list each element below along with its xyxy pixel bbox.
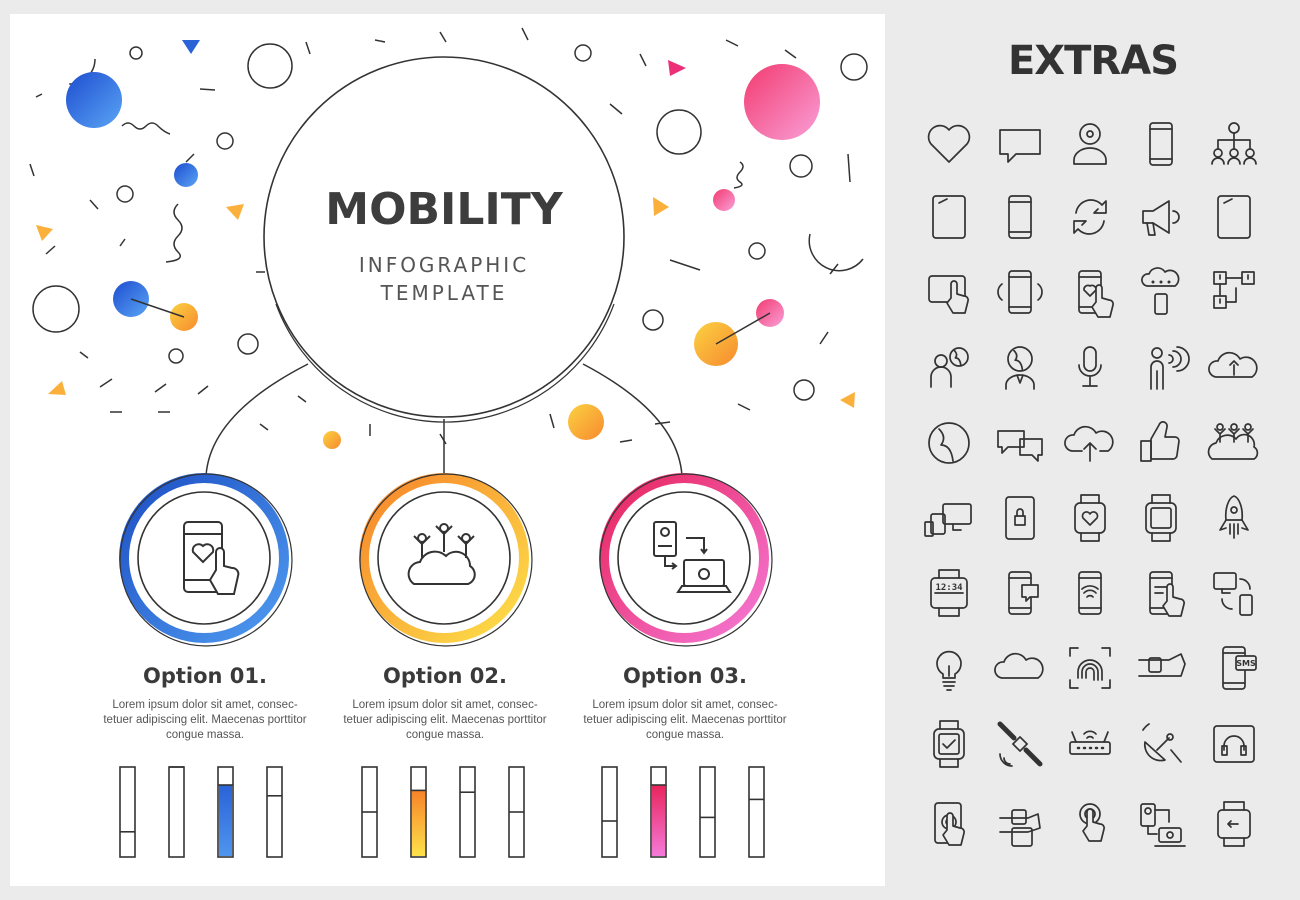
lightbulb-icon — [936, 650, 962, 691]
option-2-text: Option 02. Lorem ipsum dolor sit amet, c… — [330, 664, 560, 743]
bar-frame — [119, 766, 136, 858]
megaphone-icon — [1142, 200, 1180, 236]
phone-touch-icon — [1149, 571, 1185, 617]
connector-lines — [205, 363, 683, 477]
satellite-icon — [997, 721, 1043, 767]
infographic-canvas: MOBILITY INFOGRAPHIC TEMPLATE — [29, 27, 868, 858]
smartphone-icon — [1149, 122, 1173, 166]
smartphone-icon — [1008, 195, 1032, 239]
touch-icon — [1079, 803, 1105, 842]
main-title-circle: MOBILITY INFOGRAPHIC TEMPLATE — [263, 56, 625, 423]
rocket-icon — [1219, 495, 1249, 539]
smartwatch-back-icon — [1217, 801, 1251, 847]
icon-label: 12:34 — [935, 583, 963, 593]
phone-wifi-icon — [1078, 571, 1102, 615]
bar-fill — [219, 785, 232, 856]
chat-bubbles-icon — [997, 430, 1043, 462]
person-speaking-icon — [1150, 346, 1190, 390]
decorative-balls — [36, 40, 855, 449]
icon-label: SMS — [1236, 659, 1256, 668]
globe-head-icon — [1005, 346, 1035, 390]
tablet-lock-icon — [1005, 496, 1035, 540]
org-chart-icon — [1211, 122, 1257, 165]
option-rings — [119, 473, 773, 647]
main-subtitle-line1: INFOGRAPHIC — [359, 253, 529, 277]
person-globe-icon — [930, 347, 969, 388]
device-sync-icon — [1213, 572, 1253, 616]
bar-charts — [119, 766, 765, 858]
thumbs-up-icon — [1140, 421, 1180, 462]
bar-frame — [459, 766, 476, 858]
phone-sms-icon: SMS — [1222, 646, 1257, 690]
network-alert-icon — [1213, 271, 1255, 309]
option-2-description: Lorem ipsum dolor sit amet, consec-tetue… — [343, 699, 547, 741]
option-3-text: Option 03. Lorem ipsum dolor sit amet, c… — [570, 664, 800, 743]
webcam-user-icon — [1073, 123, 1107, 165]
bar-frame — [266, 766, 283, 858]
option-3-bars — [601, 766, 765, 858]
smartwatch-icon — [1145, 494, 1177, 542]
cloud-upload-icon — [1208, 351, 1258, 378]
option-1-bars — [119, 766, 283, 858]
tablet-headphones-icon — [1213, 725, 1255, 763]
people-on-cloud-icon — [407, 523, 476, 585]
sync-icon — [1073, 199, 1107, 235]
device-transfer-icon — [653, 521, 732, 593]
microphone-icon — [1078, 346, 1102, 387]
decorative-confetti — [29, 27, 868, 445]
device-transfer-icon — [1140, 803, 1186, 847]
option-2-title: Option 02. — [382, 664, 507, 688]
bar-frame — [168, 766, 185, 858]
tablet-finger-icon — [934, 802, 965, 846]
main-subtitle-line2: TEMPLATE — [380, 281, 508, 305]
multi-device-icon — [924, 503, 972, 537]
option-1-text: Option 01. Lorem ipsum dolor sit amet, c… — [90, 664, 320, 743]
option-3-title: Option 03. — [622, 664, 747, 688]
bar-fill — [652, 785, 665, 856]
bar-frame — [699, 766, 716, 858]
bar-fill — [412, 790, 425, 856]
router-icon — [1069, 730, 1111, 755]
satellite-dish-icon — [1142, 723, 1182, 763]
phone-vibrate-icon — [997, 270, 1043, 314]
option-1-ring — [119, 473, 293, 647]
tablet-icon — [1217, 195, 1251, 239]
globe-icon — [928, 422, 970, 464]
extras-title: EXTRAS — [1007, 38, 1179, 84]
main-title: MOBILITY — [325, 184, 564, 235]
option-1-description: Lorem ipsum dolor sit amet, consec-tetue… — [103, 699, 307, 741]
extras-icon-grid: 12:34 SMS — [924, 122, 1259, 847]
infographic-board: MOBILITY INFOGRAPHIC TEMPLATE — [10, 14, 885, 886]
smartwatch-weather-icon: 12:34 — [930, 569, 968, 617]
heart-icon — [927, 124, 971, 163]
cloud-icon — [994, 652, 1044, 679]
phone-heart-touch-icon — [183, 521, 240, 595]
speech-bubble-icon — [999, 129, 1041, 163]
option-2-ring — [359, 473, 533, 647]
option-3-description: Lorem ipsum dolor sit amet, consec-tetue… — [583, 699, 787, 741]
smartwatch-check-icon — [933, 720, 965, 768]
wrist-device-icon — [999, 809, 1041, 847]
tablet-icon — [932, 195, 966, 239]
tablet-touch-icon — [928, 275, 969, 314]
fingerprint-icon — [1069, 647, 1111, 689]
smartwatch-heart-icon — [1074, 494, 1106, 542]
wrist-watch-icon — [1138, 653, 1186, 677]
phone-chat-icon — [1008, 571, 1039, 615]
cloud-upload-arrow-icon — [1064, 425, 1114, 462]
bar-frame — [601, 766, 618, 858]
phone-heart-touch-icon — [1078, 270, 1114, 318]
cloud-devices-icon — [1141, 267, 1180, 315]
extras-panel: EXTRAS 12:34 SMS — [893, 14, 1293, 886]
people-cloud-icon — [1207, 423, 1259, 460]
option-1-title: Option 01. — [142, 664, 267, 688]
option-3-ring — [599, 473, 773, 647]
bar-frame — [748, 766, 765, 858]
option-2-bars — [361, 766, 525, 858]
